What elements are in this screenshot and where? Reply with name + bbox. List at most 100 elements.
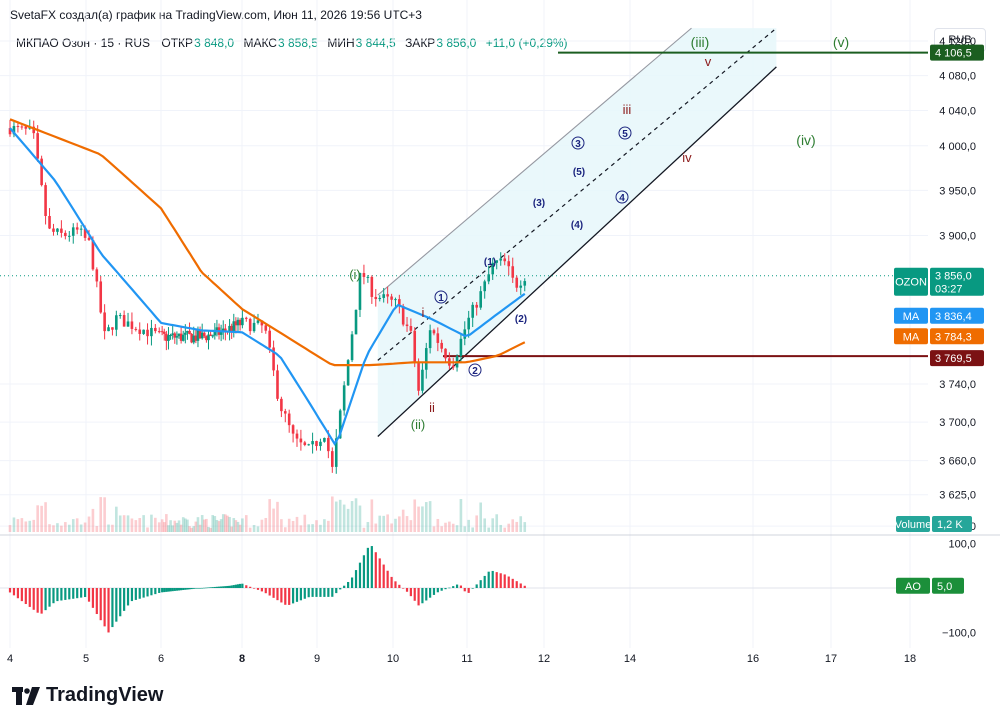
ao-axis-tick: 100,0 — [948, 539, 976, 551]
candle-body — [417, 362, 420, 391]
volume-bar — [268, 499, 271, 532]
ao-bar — [276, 588, 279, 601]
volume-bar — [111, 524, 114, 532]
volume-bar — [234, 520, 238, 532]
volume-bar — [287, 518, 291, 532]
time-axis-tick: 16 — [747, 653, 759, 665]
candle-body — [79, 228, 83, 230]
candle-body — [60, 228, 63, 233]
candle-body — [378, 297, 382, 300]
ao-bar — [409, 588, 412, 597]
volume-bar — [200, 515, 204, 532]
volume-bar — [40, 505, 43, 532]
tag-last-price-text: 3 856,0 — [935, 271, 972, 283]
volume-bar — [188, 526, 191, 532]
tradingview-logo[interactable]: TradingView — [12, 684, 163, 707]
time-axis-tick: 18 — [904, 653, 916, 665]
ao-bar — [268, 588, 271, 596]
volume-bar — [342, 504, 346, 532]
ao-bar — [421, 588, 424, 604]
volume-bar — [173, 520, 177, 532]
candle-body — [91, 239, 95, 270]
volume-bar — [346, 508, 350, 532]
volume-bar — [354, 498, 358, 532]
ao-bar — [350, 577, 354, 588]
volume-bar — [150, 514, 153, 532]
price-axis-tick: 3 700,0 — [939, 417, 976, 429]
volume-bar — [179, 524, 183, 532]
ao-bar — [150, 588, 153, 596]
ao-bar — [76, 588, 79, 599]
ao-bar — [95, 588, 98, 615]
ao-bar — [107, 588, 110, 633]
candle-body — [467, 317, 470, 330]
ao-bar — [177, 588, 181, 591]
volume-bar — [241, 518, 244, 532]
open-label: ОТКР — [161, 36, 194, 50]
price-chart[interactable]: (i)(ii)(iii)(iv)(v)iiiiiiivv12345(1)(2)(… — [0, 0, 1000, 680]
high-value: 3 858,5 — [277, 36, 319, 50]
tag-level-4106-text: 4 106,5 — [935, 48, 972, 60]
volume-bar — [196, 517, 200, 532]
candle-body — [130, 321, 134, 329]
candle-body — [459, 338, 463, 357]
candle-body — [238, 319, 242, 326]
candle-body — [209, 334, 212, 336]
ao-bar — [91, 588, 95, 608]
volume-bar — [276, 501, 279, 532]
volume-bar — [20, 518, 24, 532]
volume-bar — [448, 521, 451, 532]
candle-body — [171, 333, 174, 336]
candle-body — [382, 294, 385, 298]
ao-bar — [467, 588, 470, 593]
horizontal-levels — [0, 51, 928, 358]
candle-body — [134, 328, 138, 330]
time-axis-tick: 5 — [83, 653, 89, 665]
channel-fill — [377, 28, 777, 437]
ao-bar — [175, 588, 179, 591]
ao-bar — [12, 588, 16, 596]
candle-body — [495, 260, 499, 263]
candle-body — [475, 304, 478, 308]
volume-bar — [60, 525, 63, 532]
volume-bar — [491, 518, 495, 532]
symbol-label[interactable]: МКПАО Озон · 15 · RUS — [16, 36, 151, 50]
candle-body — [398, 299, 401, 307]
candle-body — [350, 334, 354, 361]
wave-label-blue-paren-2: (2) — [515, 314, 527, 325]
ao-bar — [68, 588, 71, 600]
candle-body — [184, 332, 187, 335]
price-axis-tick: 4 040,0 — [939, 106, 976, 118]
volume-bar — [138, 518, 142, 532]
price-axis-tick: 3 625,0 — [939, 490, 976, 502]
ao-bar — [232, 585, 235, 588]
tag-ma-slow-label-box — [894, 328, 928, 345]
candle-body — [56, 228, 59, 232]
candle-body — [177, 333, 181, 337]
candle-body — [167, 335, 170, 341]
ao-bar — [130, 588, 134, 602]
ao-bar — [358, 562, 362, 588]
candle-body — [228, 325, 231, 332]
tag-ma-slow-label: MA — [903, 331, 920, 343]
volume-bar — [167, 525, 170, 532]
candle-body — [303, 442, 307, 445]
volume-bar — [91, 508, 95, 532]
volume-bar — [479, 502, 482, 532]
candle-body — [244, 317, 248, 319]
wave-label-red-ii: ii — [429, 400, 435, 415]
ao-bar — [186, 588, 189, 590]
volume-bar — [160, 519, 164, 532]
candle-body — [186, 330, 189, 333]
ao-bar — [440, 588, 443, 591]
volume-bar — [515, 521, 519, 532]
ao-bar — [188, 588, 191, 590]
volume-bar — [75, 518, 79, 532]
ao-bar — [192, 588, 195, 589]
ao-bar — [452, 586, 455, 588]
volume-bar — [272, 508, 275, 532]
candle-body — [52, 228, 55, 232]
candle-body — [67, 235, 71, 237]
price-tags: 4 106,5 OZON 3 856,003:27 MA 3 836,4 MA 3 784,… — [894, 44, 984, 594]
ao-bar — [245, 585, 248, 588]
